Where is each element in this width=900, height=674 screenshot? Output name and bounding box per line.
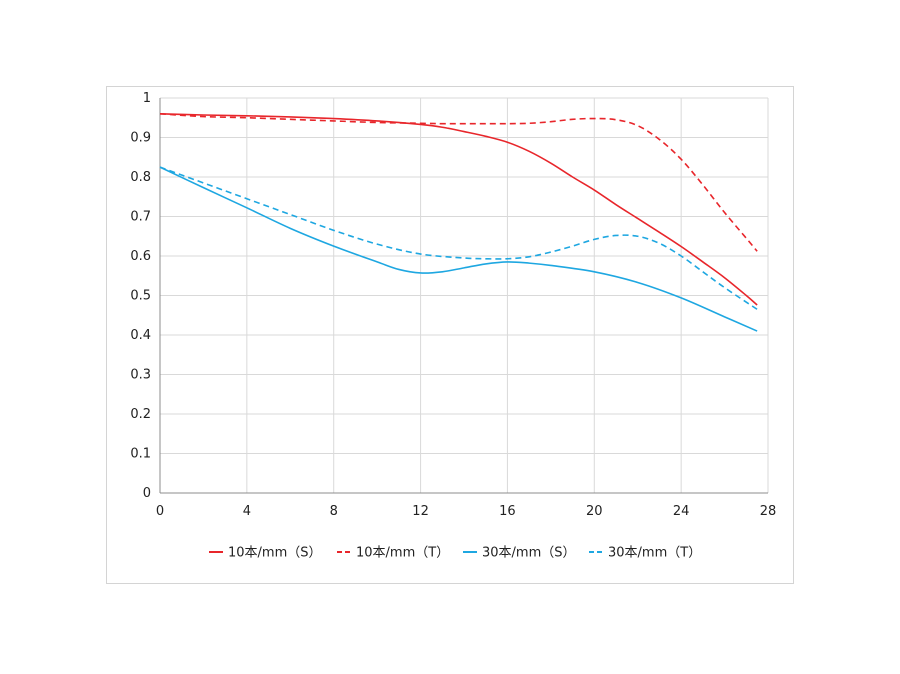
y-tick-label: 0.4 (130, 328, 151, 343)
legend-label: 30本/mm（T） (608, 546, 701, 561)
series-30-t-line (159, 166, 758, 310)
x-tick-label: 16 (499, 504, 516, 519)
legend-label: 10本/mm（S） (228, 546, 322, 561)
series-10-t-line (159, 113, 758, 252)
x-tick-label: 0 (156, 504, 164, 519)
y-tick-label: 0.1 (130, 447, 151, 462)
grid (160, 97, 769, 493)
x-tick-label: 4 (243, 504, 251, 519)
legend-label: 30本/mm（S） (482, 546, 576, 561)
x-tick-label: 12 (412, 504, 429, 519)
legend-label: 10本/mm（T） (356, 546, 449, 561)
y-tick-label: 0.3 (130, 368, 151, 383)
y-tick-label: 0.6 (130, 249, 151, 264)
y-tick-label: 1 (143, 91, 151, 106)
y-tick-label: 0.2 (130, 407, 151, 422)
axes: 0 0.1 0.2 0.3 0.4 0.5 0.6 0.7 0.8 0.9 1 0 4 8 12 16 20 24… (130, 91, 776, 519)
series-lines (159, 113, 758, 332)
chart-frame: 0 0.1 0.2 0.3 0.4 0.5 0.6 0.7 0.8 0.9 1 0 4 8 12 16 20 24… (106, 86, 794, 584)
y-tick-label: 0.9 (130, 131, 151, 146)
y-tick-label: 0.5 (130, 289, 151, 304)
chart-svg: 0 0.1 0.2 0.3 0.4 0.5 0.6 0.7 0.8 0.9 1 0 4 8 12 16 20 24… (130, 91, 776, 561)
x-tick-label: 28 (760, 504, 777, 519)
y-tick-label: 0.7 (130, 210, 151, 225)
x-tick-label: 24 (673, 504, 690, 519)
y-tick-label: 0 (143, 486, 151, 501)
series-10-s-line (159, 113, 758, 306)
series-30-s-line (159, 166, 758, 332)
legend: 10本/mm（S） 10本/mm（T） 30本/mm（S） 30本/mm（T） (209, 546, 701, 561)
x-tick-label: 20 (586, 504, 603, 519)
y-tick-label: 0.8 (130, 170, 151, 185)
x-tick-label: 8 (330, 504, 338, 519)
